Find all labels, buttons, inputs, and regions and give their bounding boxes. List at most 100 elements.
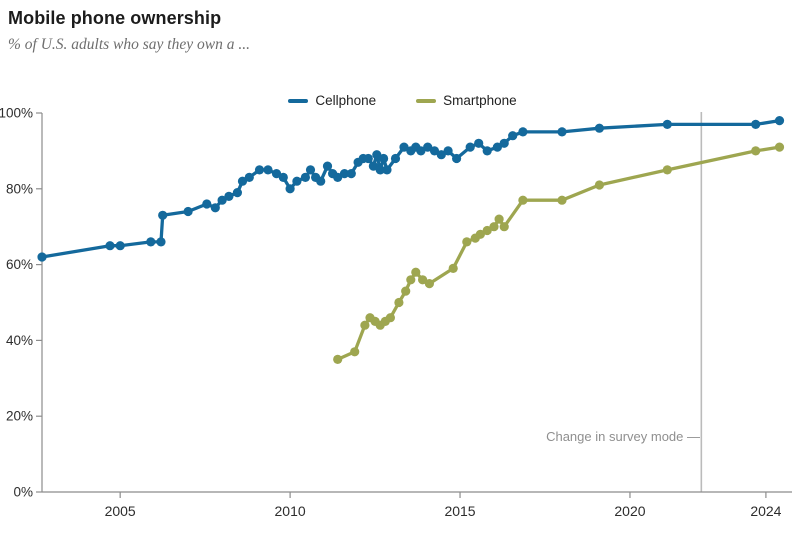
cellphone-point	[217, 195, 227, 205]
cellphone-point	[232, 188, 242, 198]
cellphone-point	[237, 176, 248, 186]
cellphone-point	[429, 146, 440, 156]
smartphone-point	[418, 275, 428, 285]
cellphone-line-swatch	[288, 98, 309, 103]
cellphone-point	[278, 172, 288, 182]
cellphone-point	[37, 252, 47, 262]
smartphone-point	[489, 222, 499, 232]
cellphone-point	[300, 172, 310, 182]
y-tick-label: 40%	[6, 333, 33, 348]
cellphone-point	[465, 142, 475, 152]
cellphone-point	[292, 176, 302, 186]
legend-label-cellphone: Cellphone	[315, 93, 377, 108]
cellphone-point	[346, 169, 356, 179]
cellphone-point	[774, 116, 785, 126]
cellphone-point	[423, 142, 433, 152]
cellphone-point	[368, 161, 378, 171]
smartphone-point	[394, 297, 404, 308]
cellphone-point	[271, 169, 282, 179]
cellphone-point	[224, 191, 234, 201]
legend: Cellphone Smartphone	[0, 93, 805, 108]
smartphone-point	[350, 347, 360, 357]
y-tick-label: 100%	[0, 106, 33, 121]
cellphone-point	[305, 165, 316, 175]
page-title: Mobile phone ownership	[8, 8, 222, 28]
cellphone-point	[210, 203, 220, 213]
cellphone-point	[285, 184, 295, 194]
cellphone-point	[751, 119, 761, 129]
cellphone-point	[379, 153, 389, 164]
cellphone-point	[363, 153, 373, 164]
smartphone-point	[494, 214, 504, 224]
smartphone-point	[518, 195, 528, 205]
cellphone-point	[375, 165, 385, 175]
cellphone-point	[254, 165, 265, 175]
x-tick-label: 2005	[105, 503, 136, 519]
survey-mode-annotation: Change in survey mode —	[546, 429, 700, 444]
cellphone-point	[557, 127, 567, 137]
legend-label-smartphone: Smartphone	[443, 93, 517, 108]
smartphone-point	[557, 195, 567, 205]
legend-item-smartphone: Smartphone	[416, 93, 517, 108]
x-tick-label: 2015	[444, 503, 475, 519]
cellphone-point	[263, 165, 273, 175]
smartphone-point	[411, 267, 421, 277]
x-tick-label: 2020	[614, 503, 645, 519]
cellphone-point	[183, 206, 193, 217]
cellphone-point	[339, 169, 350, 179]
smartphone-point	[475, 229, 485, 239]
x-tick-label: 2010	[275, 503, 306, 519]
legend-item-cellphone: Cellphone	[288, 93, 376, 108]
smartphone-point	[482, 225, 492, 236]
cellphone-point	[499, 138, 509, 148]
cellphone-point	[382, 165, 392, 175]
smartphone-line-swatch	[416, 98, 437, 103]
cellphone-point	[244, 172, 254, 182]
cellphone-point	[322, 161, 333, 171]
smartphone-point	[424, 279, 434, 289]
smartphone-point	[448, 263, 458, 273]
cellphone-point	[115, 241, 125, 251]
y-tick-label: 80%	[6, 181, 33, 196]
cellphone-point	[662, 119, 672, 129]
cellphone-point	[452, 153, 462, 164]
cellphone-point	[436, 150, 446, 160]
smartphone-point	[462, 237, 472, 247]
cellphone-point	[156, 237, 166, 247]
cellphone-point	[482, 146, 492, 156]
cellphone-point	[105, 241, 115, 251]
smartphone-point	[499, 222, 509, 232]
cellphone-point	[474, 138, 484, 148]
y-tick-label: 0%	[13, 485, 33, 500]
smartphone-point	[385, 313, 395, 323]
smartphone-point	[774, 142, 785, 152]
chart-subtitle: % of U.S. adults who say they own a ...	[8, 36, 250, 53]
cellphone-point	[399, 142, 409, 152]
smartphone-point	[406, 275, 416, 285]
cellphone-point	[492, 142, 502, 152]
smartphone-point	[401, 286, 411, 296]
cellphone-point	[518, 127, 528, 137]
cellphone-point	[594, 123, 605, 133]
smartphone-point	[751, 146, 761, 156]
x-tick-label: 2024	[750, 503, 781, 519]
smartphone-line	[336, 145, 782, 362]
cellphone-point	[146, 237, 156, 247]
cellphone-point	[202, 199, 212, 209]
cellphone-point	[158, 210, 168, 220]
smartphone-point	[594, 180, 605, 190]
cellphone-point	[443, 146, 453, 156]
cellphone-point	[508, 131, 518, 141]
cellphone-point	[333, 172, 343, 182]
y-tick-label: 60%	[6, 257, 33, 272]
smartphone-point	[333, 354, 343, 364]
cellphone-point	[372, 150, 382, 160]
cellphone-point	[316, 176, 326, 186]
cellphone-point	[390, 153, 401, 164]
cellphone-point	[416, 146, 426, 156]
smartphone-point	[662, 165, 672, 175]
y-tick-label: 20%	[6, 409, 33, 424]
smartphone-point	[360, 320, 370, 330]
